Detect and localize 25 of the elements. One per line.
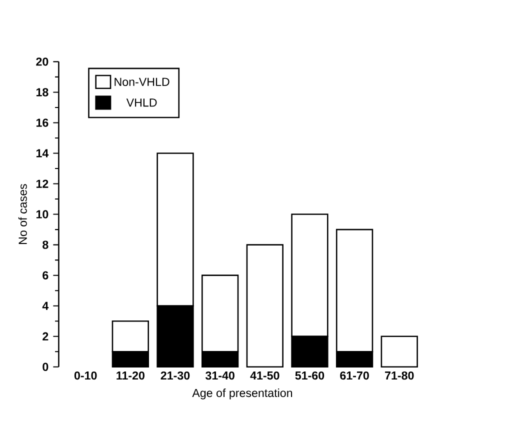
x-tick-label: 11-20 [116,371,144,380]
x-tick-label: 31-40 [206,371,234,380]
legend-label: VHLD [126,98,157,107]
x-tick-label: 41-50 [250,371,280,380]
y-axis-title: No of cases [18,184,27,244]
y-tick-label: 18 [36,88,48,96]
y-tick-label: 0 [42,362,48,372]
x-tick-label: 61-70 [340,371,369,380]
x-tick-label: 71-80 [385,371,414,380]
x-tick-label: 0-10 [74,371,97,380]
y-tick-label: 8 [42,240,48,249]
y-tick-label: 2 [42,332,48,340]
bar [246,244,284,368]
y-tick-label: 6 [42,271,48,280]
y-tick-label: 20 [36,58,48,66]
y-tick-label: 12 [36,180,48,188]
y-tick-label: 4 [42,302,49,310]
y-tick-label: 14 [36,149,49,158]
x-axis-title: Age of presentation [192,388,292,400]
bar [380,336,418,368]
y-tick-label: 16 [36,118,48,127]
x-tick-label: 21-30 [160,371,190,380]
legend-label: Non-VHLD [114,78,170,86]
x-tick-label: 51-60 [295,371,324,380]
y-tick-label: 10 [36,210,48,218]
